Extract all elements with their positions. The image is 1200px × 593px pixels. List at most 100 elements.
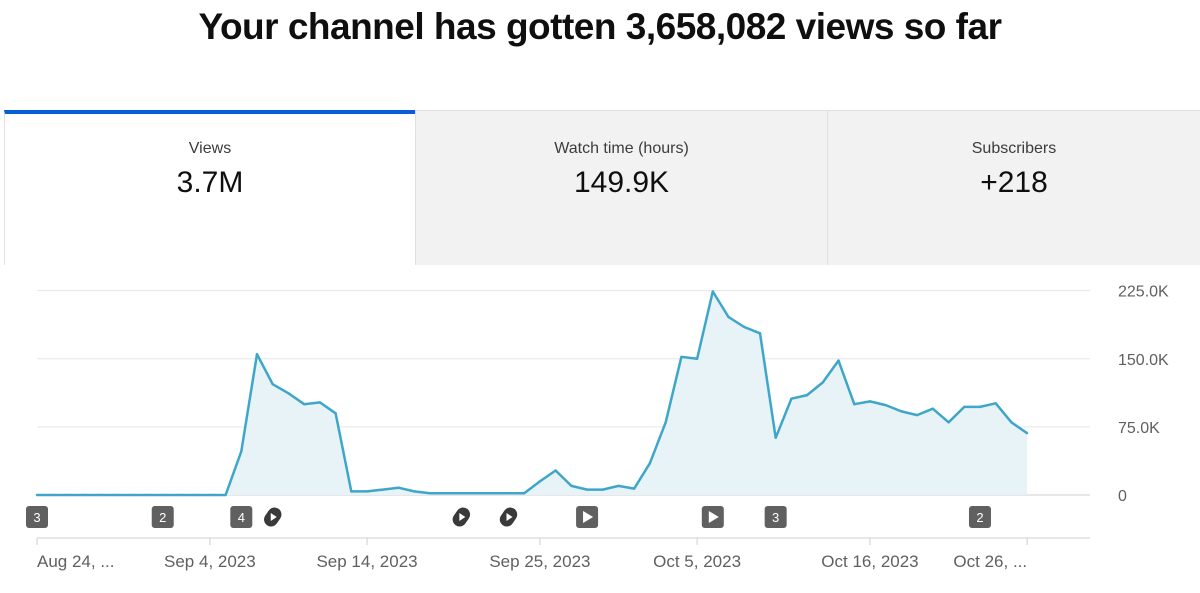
data-point xyxy=(145,493,149,497)
tab-subscribers-value: +218 xyxy=(980,166,1048,199)
tab-views[interactable]: Views 3.7M xyxy=(4,110,415,265)
shorts-icon[interactable] xyxy=(261,505,284,529)
data-point xyxy=(963,405,966,409)
data-point xyxy=(743,325,746,329)
upload-count-marker[interactable]: 3 xyxy=(764,506,787,528)
data-point xyxy=(460,492,463,495)
y-tick-label: 150.0K xyxy=(1118,352,1169,369)
upload-count-marker[interactable]: 3 xyxy=(26,506,48,528)
shorts-glyph xyxy=(270,513,277,521)
x-tick-label: Sep 4, 2023 xyxy=(164,552,256,571)
x-tick-label: Oct 5, 2023 xyxy=(653,552,741,571)
data-point xyxy=(193,493,196,497)
data-point xyxy=(381,488,384,491)
data-point xyxy=(1010,421,1013,424)
data-point xyxy=(554,469,557,472)
data-point xyxy=(805,393,809,397)
data-point xyxy=(570,484,573,488)
data-point xyxy=(240,450,243,453)
data-point xyxy=(664,421,667,424)
play-glyph xyxy=(583,511,594,523)
marker-box xyxy=(764,506,787,528)
marker-count: 2 xyxy=(976,510,983,525)
data-point xyxy=(130,493,133,497)
data-point xyxy=(413,490,416,493)
shorts-icon[interactable] xyxy=(497,505,520,529)
data-point xyxy=(98,493,102,497)
views-chart: 0 75.0K 150.0K 225.0K 3 2 4 3 2 Aug 24, ... Sep 4,… xyxy=(26,284,1169,571)
marker-box xyxy=(230,506,253,528)
data-point xyxy=(318,401,322,404)
data-point xyxy=(711,290,714,293)
page-title: Your channel has gotten 3,658,082 views … xyxy=(198,6,1002,47)
data-point xyxy=(177,493,180,497)
shorts-glyph xyxy=(506,513,513,521)
series-line xyxy=(37,290,1028,497)
data-point xyxy=(868,400,872,403)
tab-subscribers[interactable]: Subscribers +218 xyxy=(827,110,1200,265)
data-point xyxy=(35,493,39,497)
shorts-glyph xyxy=(459,513,466,521)
data-point xyxy=(428,492,432,495)
data-point xyxy=(365,490,369,493)
marker-count: 3 xyxy=(33,510,40,525)
marker-box xyxy=(151,506,174,528)
x-tick-label: Aug 24, ... xyxy=(37,552,115,571)
play-icon[interactable] xyxy=(701,506,724,528)
data-point xyxy=(680,355,683,359)
data-point xyxy=(821,381,824,384)
data-point xyxy=(1025,432,1029,435)
data-point xyxy=(774,436,777,439)
y-tick-label: 75.0K xyxy=(1118,420,1160,437)
tab-watch-time-value: 149.9K xyxy=(573,166,670,199)
tab-watch-time[interactable]: Watch time (hours) 149.9K xyxy=(415,110,827,265)
data-point xyxy=(790,397,793,400)
x-tick-label: Oct 26, ... xyxy=(953,552,1027,571)
data-point xyxy=(601,488,604,491)
data-point xyxy=(491,492,494,495)
data-point xyxy=(334,412,337,415)
shorts-icon[interactable] xyxy=(450,505,473,529)
data-point xyxy=(978,405,982,409)
tab-views-value: 3.7M xyxy=(176,166,244,199)
data-point xyxy=(224,493,227,497)
data-point xyxy=(397,486,400,489)
marker-count: 2 xyxy=(159,510,166,525)
data-point xyxy=(475,492,479,495)
data-point xyxy=(585,488,589,491)
marker-box xyxy=(968,506,991,528)
data-point xyxy=(758,332,762,335)
x-tick-label: Oct 16, 2023 xyxy=(821,552,918,571)
data-point xyxy=(695,357,699,360)
upload-count-marker[interactable]: 4 xyxy=(230,506,253,528)
y-tick-label: 0 xyxy=(1118,488,1127,505)
data-point xyxy=(648,462,652,465)
marker-box xyxy=(26,506,48,528)
upload-count-marker[interactable]: 2 xyxy=(968,506,991,528)
upload-count-marker[interactable]: 2 xyxy=(151,506,174,528)
x-tick-label: Sep 14, 2023 xyxy=(316,552,417,571)
data-point xyxy=(900,410,903,413)
data-point xyxy=(837,359,840,362)
data-point xyxy=(350,490,353,493)
tab-subscribers-label: Subscribers xyxy=(971,140,1057,157)
tab-watch-time-label: Watch time (hours) xyxy=(554,140,689,157)
data-point xyxy=(51,493,54,497)
data-point xyxy=(303,403,306,406)
y-tick-label: 225.0K xyxy=(1118,284,1169,301)
data-point xyxy=(633,487,636,490)
data-point xyxy=(538,480,542,483)
data-point xyxy=(523,492,526,495)
data-point xyxy=(507,492,510,495)
data-point xyxy=(271,383,274,386)
data-point xyxy=(884,403,887,407)
play-icon[interactable] xyxy=(576,506,599,528)
data-point xyxy=(287,392,290,395)
data-point xyxy=(915,413,919,417)
marker-count: 3 xyxy=(772,510,779,525)
marker-count: 4 xyxy=(238,510,245,525)
data-point xyxy=(444,492,447,495)
data-point xyxy=(994,402,997,405)
metric-tabs: Views 3.7M Watch time (hours) 149.9K Sub… xyxy=(4,110,1200,265)
series-area xyxy=(37,291,1028,495)
